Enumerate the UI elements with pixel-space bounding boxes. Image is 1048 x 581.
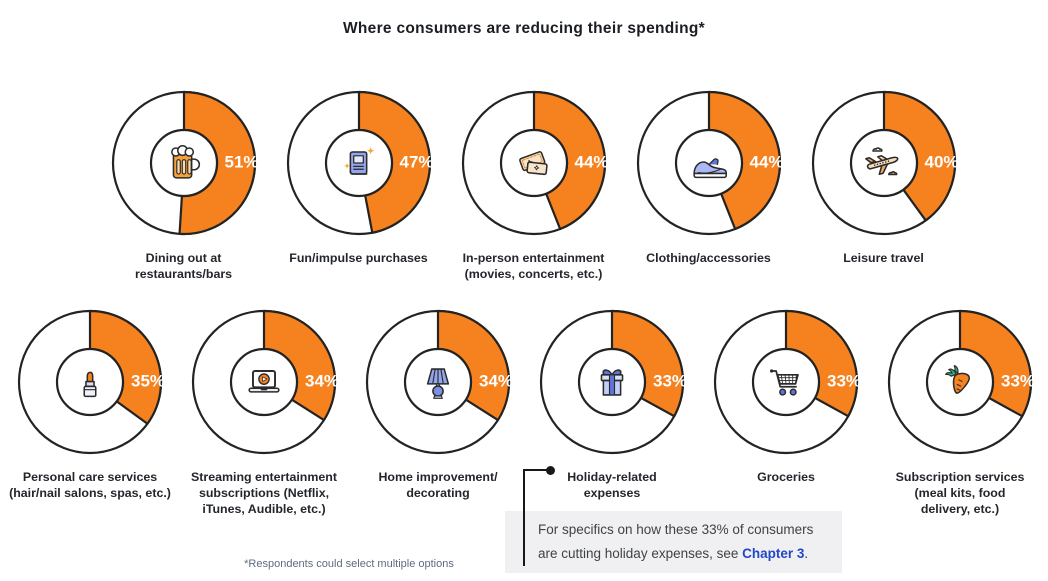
- donut-ring-personal-care-services: 35%: [16, 308, 165, 456]
- donut-ring-streaming-subscriptions: 34%: [190, 308, 339, 456]
- callout-suffix: .: [804, 546, 809, 562]
- percent-label: 33%: [652, 371, 688, 391]
- tickets-icon: [505, 134, 563, 192]
- donut-chart-personal-care-services: 35% Personal care services (hair/nail sal…: [3, 308, 177, 517]
- donut-chart-clothing-accessories: 44% Clothing/accessories: [621, 89, 796, 282]
- donut-chart-holiday-expenses: 33% Holiday-related expenses: [525, 308, 699, 517]
- donut-chart-dining-out: 51% Dining out at restaurants/bars: [96, 89, 271, 282]
- beer-mug-icon: [155, 134, 213, 192]
- callout-connector-dot: [546, 466, 555, 475]
- percent-label: 33%: [1000, 371, 1036, 391]
- donut-label-personal-care-services: Personal care services (hair/nail salons…: [9, 470, 171, 501]
- donut-chart-in-person-entertainment: 44% In-person entertainment (movies, conc…: [446, 89, 621, 282]
- donut-ring-holiday-expenses: 33%: [538, 308, 687, 456]
- donut-ring-in-person-entertainment: 44%: [460, 89, 609, 237]
- shopping-cart-icon: [757, 353, 815, 411]
- gift-icon: [583, 353, 641, 411]
- donut-label-subscription-services: Subscription services (meal kits, food d…: [895, 470, 1025, 517]
- callout-line2: are cutting holiday expenses, see: [538, 546, 743, 562]
- donut-ring-subscription-services: 33%: [886, 308, 1035, 456]
- donut-chart-streaming-subscriptions: 34% Streaming entertainment subscriptions…: [177, 308, 351, 517]
- donut-chart-groceries: 33% Groceries: [699, 308, 873, 517]
- page-title: Where consumers are reducing their spend…: [342, 20, 706, 37]
- donut-ring-home-improvement: 34%: [364, 308, 513, 456]
- donut-ring-fun-impulse-purchases: 47%: [285, 89, 434, 237]
- percent-label: 33%: [826, 371, 862, 391]
- donut-label-fun-impulse-purchases: Fun/impulse purchases: [289, 251, 428, 265]
- donut-svg: [636, 90, 781, 236]
- donut-chart-subscription-services: 33% Subscription services (meal kits, foo…: [873, 308, 1047, 517]
- donut-chart-leisure-travel: 40% Leisure travel: [796, 89, 971, 282]
- donut-ring-leisure-travel: 40%: [810, 89, 959, 237]
- percent-label: 35%: [130, 371, 166, 391]
- footnote: *Respondents could select multiple optio…: [244, 558, 454, 570]
- donut-row-1: 51% Dining out at restaurants/bars 47% Fun/…: [96, 89, 971, 282]
- streaming-laptop-icon: [235, 353, 293, 411]
- percent-label: 51%: [224, 152, 259, 172]
- percent-label: 34%: [304, 371, 340, 391]
- donut-ring-groceries: 33%: [712, 308, 861, 456]
- chapter-3-link[interactable]: Chapter 3: [742, 546, 805, 562]
- gift-lamp-icon: [409, 353, 467, 411]
- carrot-icon: [931, 353, 989, 411]
- donut-chart-fun-impulse-purchases: 47% Fun/impulse purchases: [271, 89, 446, 282]
- airplane-icon: [855, 134, 913, 192]
- donut-label-groceries: Groceries: [757, 470, 815, 484]
- donut-chart-home-improvement: 34% Home improvement/ decorating: [351, 308, 525, 517]
- donut-ring-clothing-accessories: 44%: [635, 89, 784, 237]
- percent-label: 44%: [574, 152, 609, 172]
- callout-line1: For specifics on how these 33% of consum…: [538, 522, 814, 537]
- percent-label: 40%: [924, 152, 959, 172]
- callout-box: For specifics on how these 33% of consum…: [505, 511, 842, 573]
- donut-label-holiday-expenses: Holiday-related expenses: [567, 470, 657, 501]
- lipstick-icon: [61, 353, 119, 411]
- percent-label: 47%: [399, 152, 434, 172]
- callout-connector-vertical-line: [523, 470, 525, 566]
- book-icon: [330, 134, 388, 192]
- donut-label-home-improvement: Home improvement/ decorating: [378, 470, 498, 501]
- callout-connector-horizontal-line: [523, 469, 549, 471]
- sneaker-icon: [680, 134, 738, 192]
- donut-label-streaming-subscriptions: Streaming entertainment subscriptions (N…: [191, 470, 337, 517]
- percent-label: 44%: [749, 152, 784, 172]
- donut-label-clothing-accessories: Clothing/accessories: [646, 251, 771, 265]
- donut-label-in-person-entertainment: In-person entertainment (movies, concert…: [462, 251, 605, 282]
- callout-text: For specifics on how these 33% of consum…: [538, 518, 838, 567]
- donut-ring-dining-out: 51%: [110, 89, 259, 237]
- donut-row-2: 35% Personal care services (hair/nail sal…: [3, 308, 1047, 517]
- donut-label-dining-out: Dining out at restaurants/bars: [134, 251, 233, 282]
- donut-label-leisure-travel: Leisure travel: [843, 251, 924, 265]
- percent-label: 34%: [478, 371, 514, 391]
